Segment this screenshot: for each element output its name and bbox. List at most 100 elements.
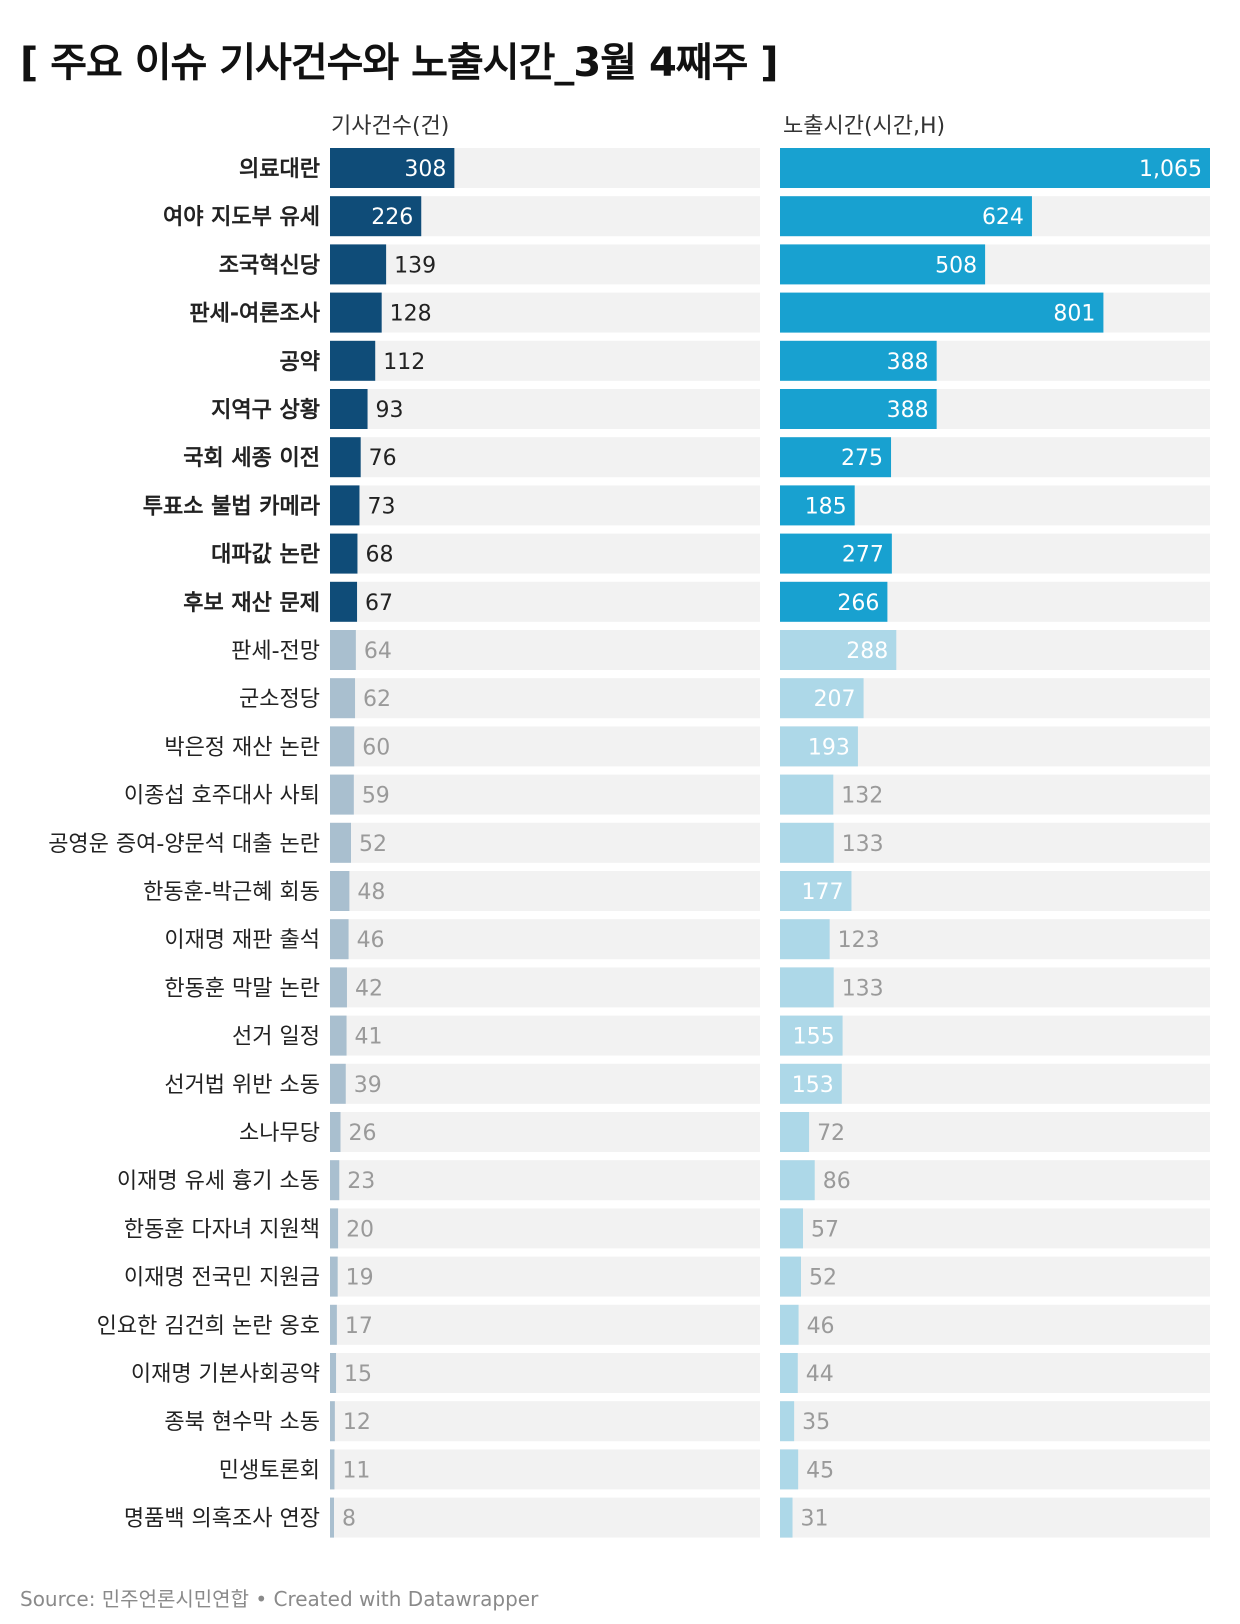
bar-track-article-count (330, 630, 760, 670)
bar-track-article-count (330, 1256, 760, 1297)
bar-article-count (330, 1353, 337, 1393)
bar-article-count (330, 1497, 334, 1538)
bar-track-article-count (330, 1401, 760, 1442)
data-label-exposure-time: 508 (935, 253, 977, 278)
data-label-article-count: 8 (342, 1507, 356, 1532)
data-label-exposure-time: 275 (841, 446, 883, 471)
bar-exposure-time (780, 581, 888, 622)
bar-track-article-count (330, 1160, 760, 1201)
bar-article-count (330, 389, 368, 429)
data-label-article-count: 48 (357, 880, 385, 905)
data-label-article-count: 60 (362, 735, 390, 760)
bar-article-count (330, 1160, 340, 1201)
category-label: 선거법 위반 소동 (164, 1073, 320, 1098)
category-label: 여야 지도부 유세 (163, 205, 320, 230)
data-label-exposure-time: 155 (793, 1025, 835, 1050)
bar-article-count (330, 774, 354, 815)
data-label-article-count: 64 (364, 639, 392, 664)
bar-track-article-count (330, 437, 760, 478)
data-label-article-count: 62 (363, 687, 391, 712)
category-label: 대파값 논란 (211, 543, 320, 568)
bar-track-exposure-time (780, 1208, 1210, 1249)
category-label: 판세-여론조사 (189, 302, 320, 327)
bar-track-article-count (330, 1208, 760, 1249)
bar-track-article-count (330, 919, 760, 960)
bar-track-exposure-time (780, 1401, 1210, 1442)
bar-article-count (330, 919, 349, 960)
category-label: 종북 현수막 소동 (164, 1410, 320, 1435)
bar-article-count (330, 533, 358, 574)
bar-track-article-count (330, 389, 760, 429)
bar-exposure-time (780, 1304, 799, 1345)
data-label-exposure-time: 57 (811, 1217, 839, 1242)
data-label-exposure-time: 277 (842, 543, 884, 568)
bar-article-count (330, 1208, 339, 1249)
data-label-article-count: 76 (369, 446, 397, 471)
bar-exposure-time (780, 967, 834, 1008)
bar-track-article-count (330, 340, 760, 381)
data-label-article-count: 39 (354, 1073, 382, 1098)
data-label-article-count: 73 (367, 494, 395, 519)
bar-exposure-time (780, 533, 892, 574)
column-header-exposure-time: 노출시간(시간,H) (783, 114, 946, 139)
bar-track-exposure-time (780, 871, 1210, 911)
bar-exposure-time (780, 437, 892, 478)
category-label: 민생토론회 (219, 1458, 320, 1483)
data-label-article-count: 26 (348, 1121, 376, 1146)
data-label-article-count: 59 (362, 784, 390, 809)
bar-track-exposure-time (780, 967, 1210, 1008)
bar-track-article-count (330, 1497, 760, 1538)
data-label-article-count: 17 (345, 1314, 373, 1339)
bar-article-count (330, 340, 376, 381)
data-label-exposure-time: 801 (1053, 302, 1095, 327)
bar-article-count (330, 630, 356, 670)
bar-article-count (330, 196, 422, 237)
bar-exposure-time (780, 1449, 799, 1490)
bar-exposure-time (780, 630, 897, 670)
bar-track-article-count (330, 774, 760, 815)
category-label: 국회 세종 이전 (183, 446, 320, 471)
data-label-exposure-time: 185 (805, 494, 847, 519)
bar-track-article-count (330, 871, 760, 911)
data-label-exposure-time: 1,065 (1139, 157, 1202, 182)
bar-track-exposure-time (780, 1449, 1210, 1490)
bar-exposure-time (780, 774, 834, 815)
data-label-exposure-time: 86 (823, 1169, 851, 1194)
bar-article-count (330, 1449, 335, 1490)
data-label-exposure-time: 44 (806, 1362, 834, 1387)
data-label-article-count: 12 (343, 1410, 371, 1435)
bar-article-count (330, 485, 360, 526)
data-label-article-count: 308 (404, 157, 446, 182)
category-label: 이재명 전국민 지원금 (124, 1266, 320, 1291)
category-label: 의료대란 (239, 157, 320, 182)
data-label-article-count: 139 (394, 253, 436, 278)
category-label: 한동훈-박근혜 회동 (143, 880, 320, 905)
data-label-article-count: 128 (390, 302, 432, 327)
chart-title: [ 주요 이슈 기사건수와 노출시간_3월 4째주 ] (20, 40, 779, 86)
bar-exposure-time (780, 1497, 793, 1538)
bar-article-count (330, 148, 455, 188)
bar-track-exposure-time (780, 1497, 1210, 1538)
data-label-article-count: 23 (347, 1169, 375, 1194)
bar-article-count (330, 1304, 337, 1345)
bar-track-article-count (330, 581, 760, 622)
bar-exposure-time (780, 1256, 801, 1297)
bar-track-article-count (330, 1063, 760, 1104)
bar-article-count (330, 292, 382, 333)
bar-exposure-time (780, 292, 1104, 333)
bar-exposure-time (780, 196, 1032, 237)
bar-exposure-time (780, 244, 986, 285)
data-label-exposure-time: 388 (887, 398, 929, 423)
bar-track-exposure-time (780, 1256, 1210, 1297)
data-label-exposure-time: 193 (808, 735, 850, 760)
bar-track-exposure-time (780, 774, 1210, 815)
data-label-article-count: 42 (355, 976, 383, 1001)
bar-exposure-time (780, 822, 834, 863)
bar-track-article-count (330, 726, 760, 767)
bar-article-count (330, 1256, 338, 1297)
data-label-exposure-time: 207 (814, 687, 856, 712)
bar-article-count (330, 581, 358, 622)
bar-track-article-count (330, 1353, 760, 1393)
bar-track-exposure-time (780, 1160, 1210, 1201)
data-label-exposure-time: 72 (817, 1121, 845, 1146)
